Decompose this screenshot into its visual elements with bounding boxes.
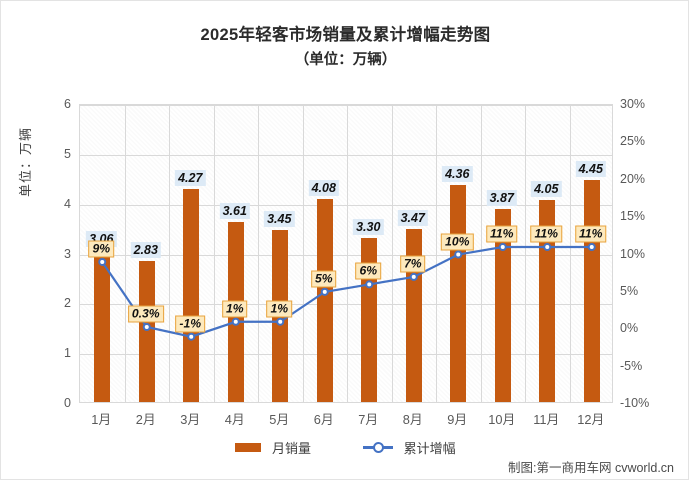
bar-value-label-12月: 4.45 [575, 161, 606, 178]
plot-area [79, 104, 613, 403]
chart-subtitle: （单位：万辆） [294, 52, 397, 68]
legend-line-swatch-icon [363, 442, 393, 453]
legend-item-cumulative-growth[interactable]: 累计增幅 [363, 438, 456, 457]
bar-value-label-10月: 3.87 [486, 190, 517, 207]
x-axis-tick-8月: 8月 [402, 412, 423, 427]
y-axis-tick-right: -5% [620, 358, 643, 373]
y-axis-tick-right: 25% [620, 134, 646, 149]
x-axis-tick-11月: 11月 [533, 412, 560, 427]
x-axis-tick-9月: 9月 [447, 412, 468, 427]
y-axis-tick-right: 0% [620, 321, 639, 336]
x-axis-tick-12月: 12月 [577, 412, 605, 427]
growth-label-10月: 11% [486, 225, 518, 243]
bar-value-label-8月: 3.47 [397, 210, 428, 227]
y-axis-tick-right: 30% [620, 97, 646, 111]
growth-label-11月: 11% [530, 225, 562, 243]
legend-label-cumulative-growth: 累计增幅 [403, 441, 456, 456]
y-axis-tick-left: 3 [64, 246, 71, 261]
grid-line-vertical [124, 105, 126, 402]
x-axis-tick-4月: 4月 [224, 412, 245, 427]
grid-line-vertical [569, 105, 571, 402]
bar-9月[interactable] [450, 184, 467, 402]
x-axis-tick-3月: 3月 [180, 412, 201, 427]
bar-1月[interactable] [94, 249, 111, 402]
y-axis-tick-left: 5 [64, 146, 71, 161]
grid-line-vertical [480, 105, 482, 402]
y-axis-tick-right: 10% [620, 246, 646, 261]
growth-label-7月: 6% [355, 262, 382, 280]
y-axis-title: 单位：万辆 [18, 126, 33, 197]
x-axis-tick-10月: 10月 [488, 412, 516, 427]
growth-label-12月: 11% [575, 225, 607, 243]
x-axis-tick-1月: 1月 [91, 412, 112, 427]
x-axis-tick-2月: 2月 [135, 412, 156, 427]
bar-6月[interactable] [316, 198, 333, 402]
grid-line-horizontal [80, 354, 612, 356]
grid-line-horizontal [80, 204, 612, 206]
grid-line-vertical [391, 105, 393, 402]
bar-2月[interactable] [138, 260, 155, 402]
growth-label-2月: 0.3% [127, 305, 164, 323]
grid-line-horizontal [80, 154, 612, 156]
growth-label-3月: -1% [175, 315, 206, 333]
grid-line-vertical [436, 105, 437, 402]
growth-label-8月: 7% [399, 255, 426, 273]
chart-legend: 月销量 累计增幅 [1, 438, 689, 457]
grid-line-horizontal [80, 105, 612, 106]
growth-label-4月: 1% [221, 300, 248, 318]
bar-value-label-6月: 4.08 [308, 179, 339, 196]
legend-bar-swatch-icon [235, 443, 262, 452]
y-axis-tick-right: -10% [620, 396, 650, 410]
grid-line-vertical [347, 105, 348, 402]
y-axis-tick-left: 4 [64, 196, 71, 211]
y-axis-tick-left: 2 [64, 296, 71, 311]
growth-label-5月: 1% [266, 300, 293, 318]
grid-line-vertical [213, 105, 215, 402]
y-axis-tick-right: 15% [620, 209, 646, 224]
y-axis-tick-right: 20% [620, 171, 646, 186]
growth-label-6月: 5% [310, 270, 337, 288]
legend-label-monthly-sales: 月销量 [271, 441, 311, 456]
bar-3月[interactable] [183, 189, 200, 402]
bar-12月[interactable] [583, 180, 600, 402]
x-axis-tick-6月: 6月 [313, 412, 334, 427]
bar-value-label-9月: 4.36 [442, 165, 473, 182]
growth-label-9月: 10% [441, 233, 474, 250]
chart-title-block: 2025年轻客市场销量及累计增幅走势图 （单位：万辆） [1, 23, 689, 73]
grid-line-vertical [169, 105, 170, 402]
bar-value-label-4月: 3.61 [219, 203, 250, 220]
bar-value-label-11月: 4.05 [531, 181, 562, 198]
grid-line-vertical [302, 105, 304, 402]
y-axis-tick-right: 5% [620, 283, 639, 298]
x-axis-tick-5月: 5月 [269, 412, 290, 427]
bar-value-label-2月: 2.83 [130, 241, 161, 258]
legend-item-monthly-sales[interactable]: 月销量 [235, 438, 311, 457]
credit-text: 制图:第一商用车网 cvworld.cn [508, 461, 674, 475]
y-axis-tick-left: 1 [64, 346, 71, 361]
bar-value-label-3月: 4.27 [175, 170, 206, 187]
chart-title: 2025年轻客市场销量及累计增幅走势图 [200, 26, 491, 44]
bar-value-label-5月: 3.45 [264, 211, 295, 228]
grid-line-vertical [258, 105, 259, 402]
y-axis-tick-left: 6 [64, 97, 71, 111]
grid-line-vertical [525, 105, 526, 402]
growth-label-1月: 9% [88, 240, 115, 258]
y-axis-tick-left: 0 [64, 396, 71, 410]
bar-value-label-7月: 3.30 [353, 218, 384, 235]
x-axis-tick-7月: 7月 [358, 412, 379, 427]
